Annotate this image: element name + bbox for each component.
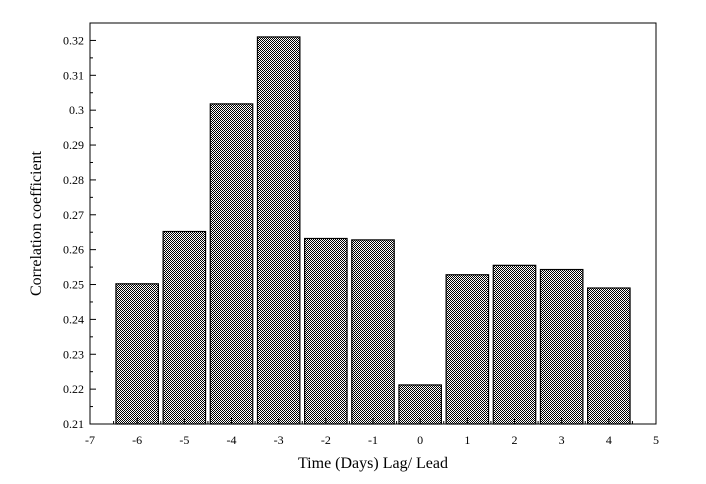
bar-lag-4 [587,287,631,425]
x-tick-label: -5 [179,433,189,447]
y-tick-label: 0.24 [63,312,84,326]
x-tick-label: -1 [368,433,378,447]
y-tick-label: 0.32 [63,33,84,47]
bar-lag--3 [256,36,301,425]
x-tick-label: 0 [417,433,423,447]
x-tick-label: 5 [653,433,659,447]
x-tick-label: 1 [464,433,470,447]
x-axis-title: Time (Days) Lag/ Lead [298,455,448,472]
ticks-group: -7 -6 -5 -4 -3 -2 -1 0 1 2 3 4 5 0.21 0.22 0.23 0.24 0.25… [63,22,659,447]
bar-lag--4 [209,103,254,425]
y-tick-label: 0.23 [63,347,84,361]
y-tick-label: 0.25 [63,278,84,292]
x-tick-label: -6 [132,433,142,447]
x-tick-label: -7 [85,433,95,447]
y-tick-label: 0.26 [63,243,84,257]
bar-lag--6 [115,283,159,425]
x-tick-label: -4 [227,433,237,447]
y-tick-label: 0.3 [69,103,84,117]
x-tick-label: 4 [606,433,612,447]
y-tick-label: 0.29 [63,138,84,152]
bar-lag-3 [539,268,584,425]
y-axis-title: Correlation coefficient [28,150,45,296]
x-tick-label: -3 [274,433,284,447]
y-tick-label: 0.22 [63,382,84,396]
bar-lag-2 [492,264,537,425]
y-tick-label: 0.27 [63,208,84,222]
bars-group [115,36,631,425]
bar-lag--2 [304,237,348,425]
bar-lag-1 [445,274,490,425]
y-tick-label: 0.28 [63,173,84,187]
y-tick-label: 0.31 [63,68,84,82]
x-tick-label: 2 [512,433,518,447]
x-tick-label: 3 [559,433,565,447]
bar-lag--5 [162,230,207,425]
bar-lag-0 [398,384,442,425]
y-tick-label: 0.21 [63,417,84,431]
x-tick-label: -2 [321,433,331,447]
bar-lag--1 [351,239,395,425]
